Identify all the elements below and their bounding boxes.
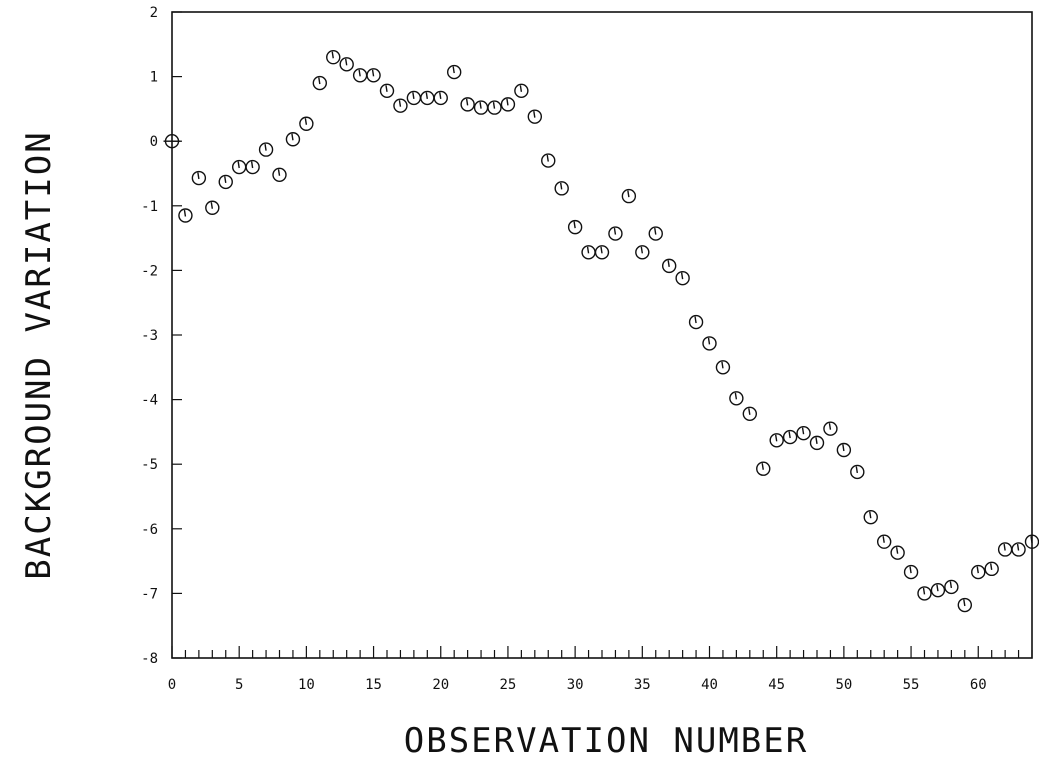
- data-point: [876, 534, 892, 549]
- x-tick-label: 40: [701, 677, 718, 693]
- x-tick-label: 25: [500, 677, 517, 693]
- data-point: [554, 181, 569, 196]
- data-point: [661, 258, 677, 274]
- data-point: [326, 50, 341, 65]
- data-point: [688, 314, 704, 330]
- data-point: [782, 429, 798, 445]
- data-point: [836, 442, 852, 458]
- data-point: [272, 167, 287, 182]
- data-point: [514, 83, 529, 99]
- x-tick-label: 30: [567, 677, 584, 693]
- data-point: [379, 83, 395, 99]
- data-point: [178, 208, 193, 223]
- data-point: [312, 75, 328, 91]
- data-point: [191, 170, 207, 186]
- x-tick-label: 45: [768, 677, 785, 693]
- data-point: [527, 109, 543, 124]
- x-tick-label: 55: [903, 677, 920, 693]
- x-tick-label: 20: [432, 677, 449, 693]
- data-point: [957, 597, 973, 613]
- data-point: [366, 68, 381, 83]
- data-point: [944, 579, 959, 595]
- data-point: [205, 200, 220, 215]
- data-point: [541, 153, 556, 168]
- y-tick-label: -6: [141, 522, 158, 538]
- data-point: [231, 159, 247, 175]
- x-tick-label: 35: [634, 677, 651, 693]
- y-axis-title: BACKGROUND VARIATION: [19, 130, 59, 579]
- data-point: [997, 542, 1013, 557]
- data-point: [446, 64, 462, 80]
- data-point: [487, 100, 502, 115]
- data-point: [769, 433, 784, 448]
- y-tick-label: -7: [141, 586, 158, 602]
- data-point: [299, 116, 314, 131]
- y-tick-label: 1: [150, 70, 158, 86]
- data-point: [903, 564, 919, 580]
- data-point: [729, 391, 744, 406]
- data-point: [258, 142, 274, 157]
- data-point: [930, 582, 946, 598]
- data-point: [715, 360, 731, 375]
- data-point: [406, 90, 422, 106]
- y-tick-label: -8: [141, 651, 158, 667]
- data-point: [594, 245, 610, 260]
- data-point: [702, 336, 717, 351]
- y-tick-label: 2: [150, 5, 158, 21]
- data-point: [339, 57, 354, 72]
- data-point: [473, 100, 489, 115]
- y-tick-label: -2: [141, 263, 158, 279]
- data-point: [742, 406, 758, 422]
- data-point: [621, 188, 637, 204]
- data-point: [756, 461, 771, 476]
- data-point: [850, 464, 865, 480]
- x-tick-label: 60: [970, 677, 987, 693]
- data-point: [917, 586, 932, 601]
- x-tick-label: 50: [835, 677, 852, 693]
- data-point: [245, 159, 260, 175]
- data-point: [285, 132, 301, 147]
- data-point: [675, 270, 690, 286]
- data-point: [567, 219, 583, 235]
- data-point: [420, 90, 435, 106]
- x-tick-label: 15: [365, 677, 382, 693]
- data-point: [863, 509, 878, 525]
- data-point: [809, 435, 825, 451]
- x-tick-label: 0: [168, 677, 176, 693]
- y-tick-label: -3: [141, 328, 158, 344]
- y-tick-label: -4: [141, 393, 158, 409]
- data-point: [393, 98, 408, 113]
- data-point: [163, 133, 181, 149]
- data-point: [460, 97, 475, 112]
- data-point: [984, 561, 999, 577]
- data-point: [648, 226, 663, 241]
- y-tick-label: 0: [150, 134, 158, 150]
- data-point: [500, 97, 516, 112]
- data-point: [890, 545, 905, 560]
- data-point: [635, 245, 650, 260]
- x-tick-label: 10: [298, 677, 315, 693]
- data-point: [218, 174, 233, 190]
- data-point: [823, 421, 838, 436]
- y-tick-label: -5: [141, 457, 158, 473]
- data-point: [352, 68, 368, 83]
- data-point: [608, 226, 623, 241]
- data-point: [971, 564, 986, 580]
- plot-frame: [171, 11, 1033, 659]
- y-tick-label: -1: [141, 199, 158, 215]
- data-point: [581, 245, 596, 260]
- data-point: [796, 425, 811, 441]
- data-point: [1011, 542, 1026, 557]
- x-tick-label: 5: [235, 677, 243, 693]
- data-point: [433, 90, 448, 106]
- x-axis-title: OBSERVATION NUMBER: [404, 721, 808, 761]
